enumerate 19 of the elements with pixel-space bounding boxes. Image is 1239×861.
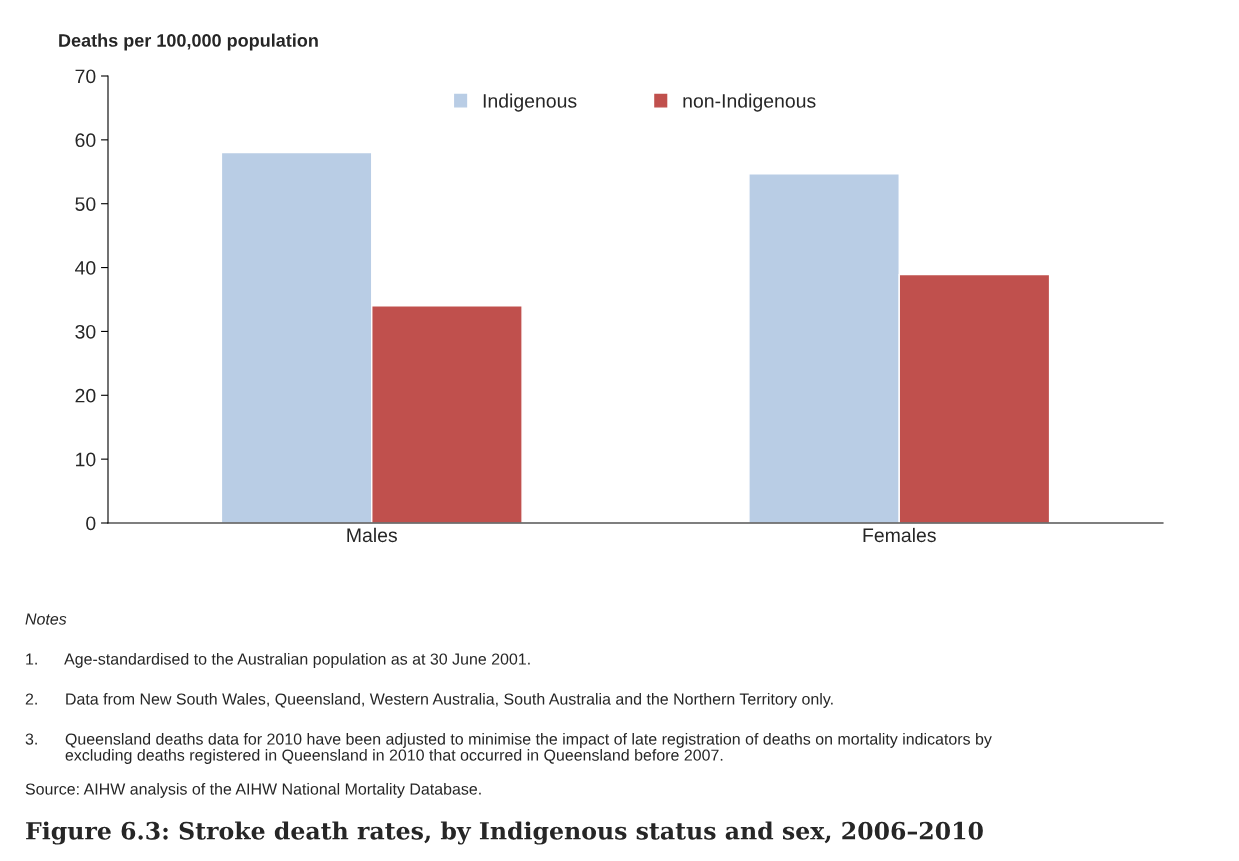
source-note: Source: AIHW analysis of the AIHW National Mortality Database. [25,783,481,798]
y-tick-label: 20 [75,388,96,403]
x-tick-label: Males [347,527,397,543]
y-tick-label: 10 [76,452,96,467]
text: Notes [25,613,67,625]
text: 2. Data from New South Wales, Queensland, Western Australia, South Australia and the Northern Territory only. [25,693,833,708]
y-tick-label: 50 [75,197,96,211]
x-tick-label: Females [863,527,936,543]
y-tick-label: 30 [75,324,96,339]
y-tick-label: 70 [75,69,96,84]
text: 1. Age-standardised to the Australian population as at 30 June 2001. [26,653,530,668]
text: Figure 6.3: Stroke death rates, by Indigenous status and sex, 2006–2010 [26,821,983,845]
legend-label: non-Indigenous [683,93,816,112]
y-tick-label: 60 [75,133,96,148]
text: 3. Queensland deaths data for 2010 have been adjusted to minimise the impact of late registration of deaths on mortality indicators by excluding deaths registered in Queensland in 2010 that occurred in Queensland before 2007. [25,733,992,764]
y-axis-title: Deaths per 100,000 population [59,33,318,51]
y-tick-label: 40 [75,261,96,275]
legend-label: Indigenous [483,93,577,112]
y-tick-label: 0 [86,516,96,531]
